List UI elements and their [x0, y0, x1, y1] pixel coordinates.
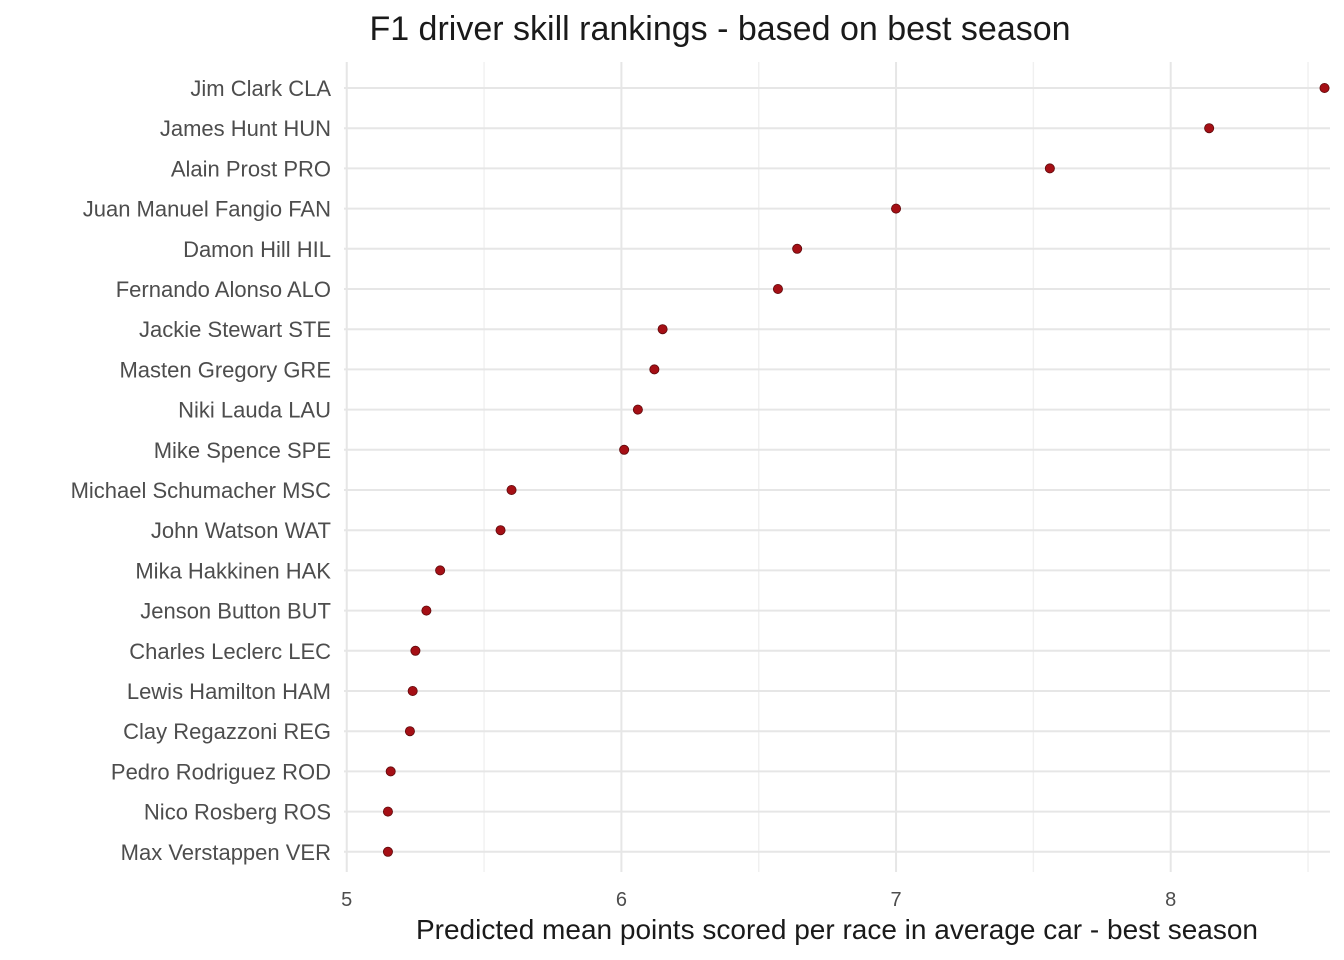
x-tick-label: 7 — [890, 889, 901, 911]
y-tick-label: James Hunt HUN — [160, 116, 331, 141]
data-point — [649, 364, 660, 375]
data-point — [435, 565, 446, 576]
data-point — [421, 605, 432, 616]
data-point — [772, 283, 783, 294]
x-tick-label: 6 — [616, 889, 627, 911]
y-tick-label: Max Verstappen VER — [121, 840, 331, 865]
grid-lines — [344, 62, 1330, 872]
data-point — [407, 686, 418, 697]
y-tick-labels: Jim Clark CLA James Hunt HUN Alain Prost P… — [71, 76, 332, 865]
data-point — [792, 243, 803, 254]
x-tick-labels: 5 6 7 8 — [341, 889, 1176, 911]
data-point — [506, 484, 517, 495]
y-tick-label: Charles Leclerc LEC — [129, 639, 331, 664]
data-point — [382, 806, 393, 817]
data-point — [1204, 123, 1215, 134]
y-tick-label: Alain Prost PRO — [171, 156, 331, 181]
data-point — [495, 525, 506, 536]
data-point — [619, 444, 630, 455]
y-tick-label: Masten Gregory GRE — [119, 357, 331, 382]
data-point — [385, 766, 396, 777]
y-tick-label: Damon Hill HIL — [183, 237, 331, 262]
y-tick-label: Lewis Hamilton HAM — [127, 679, 331, 704]
y-tick-label: John Watson WAT — [151, 518, 331, 543]
data-point — [410, 645, 421, 656]
y-tick-label: Mika Hakkinen HAK — [135, 558, 331, 583]
data-point — [1044, 163, 1055, 174]
y-tick-label: Nico Rosberg ROS — [144, 800, 331, 825]
chart-title: F1 driver skill rankings - based on best… — [369, 10, 1070, 48]
y-tick-label: Jackie Stewart STE — [139, 317, 331, 342]
y-tick-label: Jenson Button BUT — [140, 599, 331, 624]
data-point — [632, 404, 643, 415]
y-tick-label: Mike Spence SPE — [154, 438, 331, 463]
data-point — [404, 726, 415, 737]
y-tick-label: Juan Manuel Fangio FAN — [83, 197, 331, 222]
data-points — [382, 83, 1330, 857]
data-point — [891, 203, 902, 214]
y-tick-label: Clay Regazzoni REG — [123, 719, 331, 744]
data-point — [382, 846, 393, 857]
data-point — [657, 324, 668, 335]
x-axis-label: Predicted mean points scored per race in… — [416, 914, 1258, 945]
y-tick-label: Niki Lauda LAU — [178, 398, 331, 423]
x-tick-label: 5 — [341, 889, 352, 911]
y-tick-label: Pedro Rodriguez ROD — [111, 759, 331, 784]
y-tick-label: Jim Clark CLA — [190, 76, 331, 101]
x-tick-label: 8 — [1165, 889, 1176, 911]
data-point — [1319, 83, 1330, 94]
y-tick-label: Michael Schumacher MSC — [71, 478, 332, 503]
y-tick-label: Fernando Alonso ALO — [116, 277, 331, 302]
